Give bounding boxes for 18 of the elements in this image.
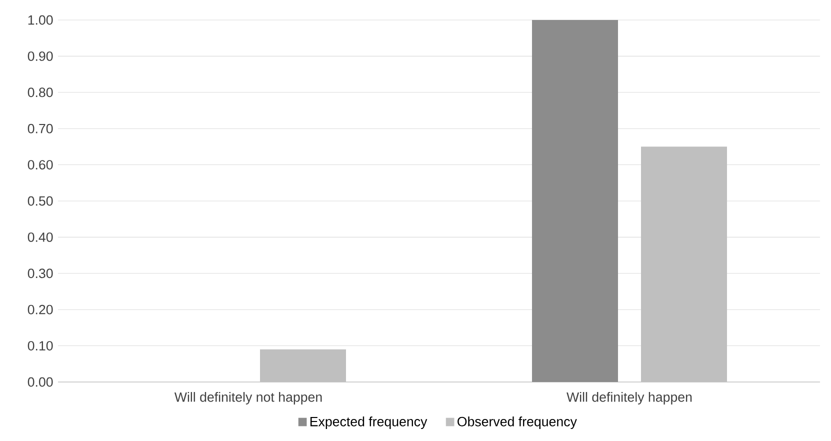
y-tick-label: 0.20: [28, 304, 53, 314]
y-tick-label: 0.00: [28, 377, 53, 387]
x-tick-label: Will definitely not happen: [174, 392, 322, 404]
legend-label: Expected frequency: [310, 416, 428, 429]
y-tick-label: 0.80: [28, 88, 53, 98]
y-tick-label: 0.60: [28, 160, 53, 170]
bar: [532, 20, 618, 382]
y-tick-label: 1.00: [28, 15, 53, 25]
y-tick-label: 0.40: [28, 232, 53, 242]
bar: [641, 146, 727, 382]
x-tick-label: Will definitely happen: [566, 392, 692, 404]
y-tick-label: 0.70: [28, 124, 53, 134]
y-tick-label: 0.10: [28, 341, 53, 350]
y-tick-label: 0.90: [28, 51, 53, 61]
y-tick-label: 0.50: [28, 196, 53, 206]
bar: [260, 349, 346, 382]
y-tick-label: 0.30: [28, 268, 53, 278]
legend-label: Observed frequency: [458, 416, 577, 429]
